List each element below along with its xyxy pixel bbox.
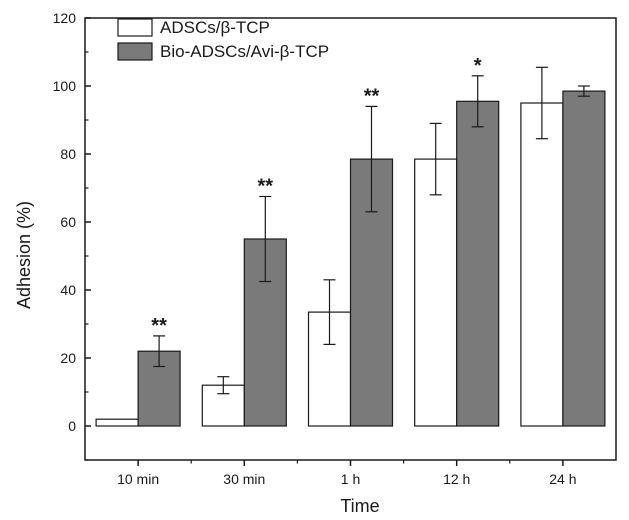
- y-axis-title: Adhesion (%): [14, 201, 34, 309]
- x-tick-label: 24 h: [549, 471, 576, 487]
- significance-label: **: [364, 85, 380, 107]
- legend-label-adscs: ADSCs/β-TCP: [160, 18, 270, 37]
- x-tick-label: 10 min: [117, 471, 159, 487]
- x-axis-title: Time: [340, 496, 379, 516]
- bar-adscs: [520, 102, 564, 427]
- significance-label: *: [474, 55, 482, 77]
- legend-label-bio-adscs: Bio-ADSCs/Avi-β-TCP: [160, 42, 329, 61]
- y-tick-label: 40: [60, 282, 76, 298]
- significance-label: **: [151, 315, 167, 337]
- plot-area: 0 20 40 60 80 100 120 10 min ** 30 min ** 1 h ** 12 h…: [53, 10, 617, 487]
- y-tick-label: 20: [60, 350, 76, 366]
- y-tick-label: 120: [53, 10, 77, 26]
- legend-swatch-adscs: [117, 18, 153, 37]
- y-tick-label: 100: [53, 78, 77, 94]
- legend-swatch-bio-adscs: [117, 42, 153, 61]
- y-tick-label: 0: [68, 418, 76, 434]
- significance-label: **: [258, 176, 274, 198]
- x-tick-label: 30 min: [223, 471, 265, 487]
- x-tick-label: 1 h: [341, 471, 360, 487]
- bar-bio-adscs: [562, 90, 606, 427]
- bar-adscs: [414, 158, 458, 427]
- bar-bio-adscs: [456, 100, 500, 427]
- x-tick-label: 12 h: [443, 471, 470, 487]
- bar-bio-adscs: [243, 238, 287, 427]
- bar-adscs: [95, 418, 139, 427]
- y-tick-label: 60: [60, 214, 76, 230]
- y-tick-label: 80: [60, 146, 76, 162]
- legend: ADSCs/β-TCP Bio-ADSCs/Avi-β-TCP: [117, 18, 329, 61]
